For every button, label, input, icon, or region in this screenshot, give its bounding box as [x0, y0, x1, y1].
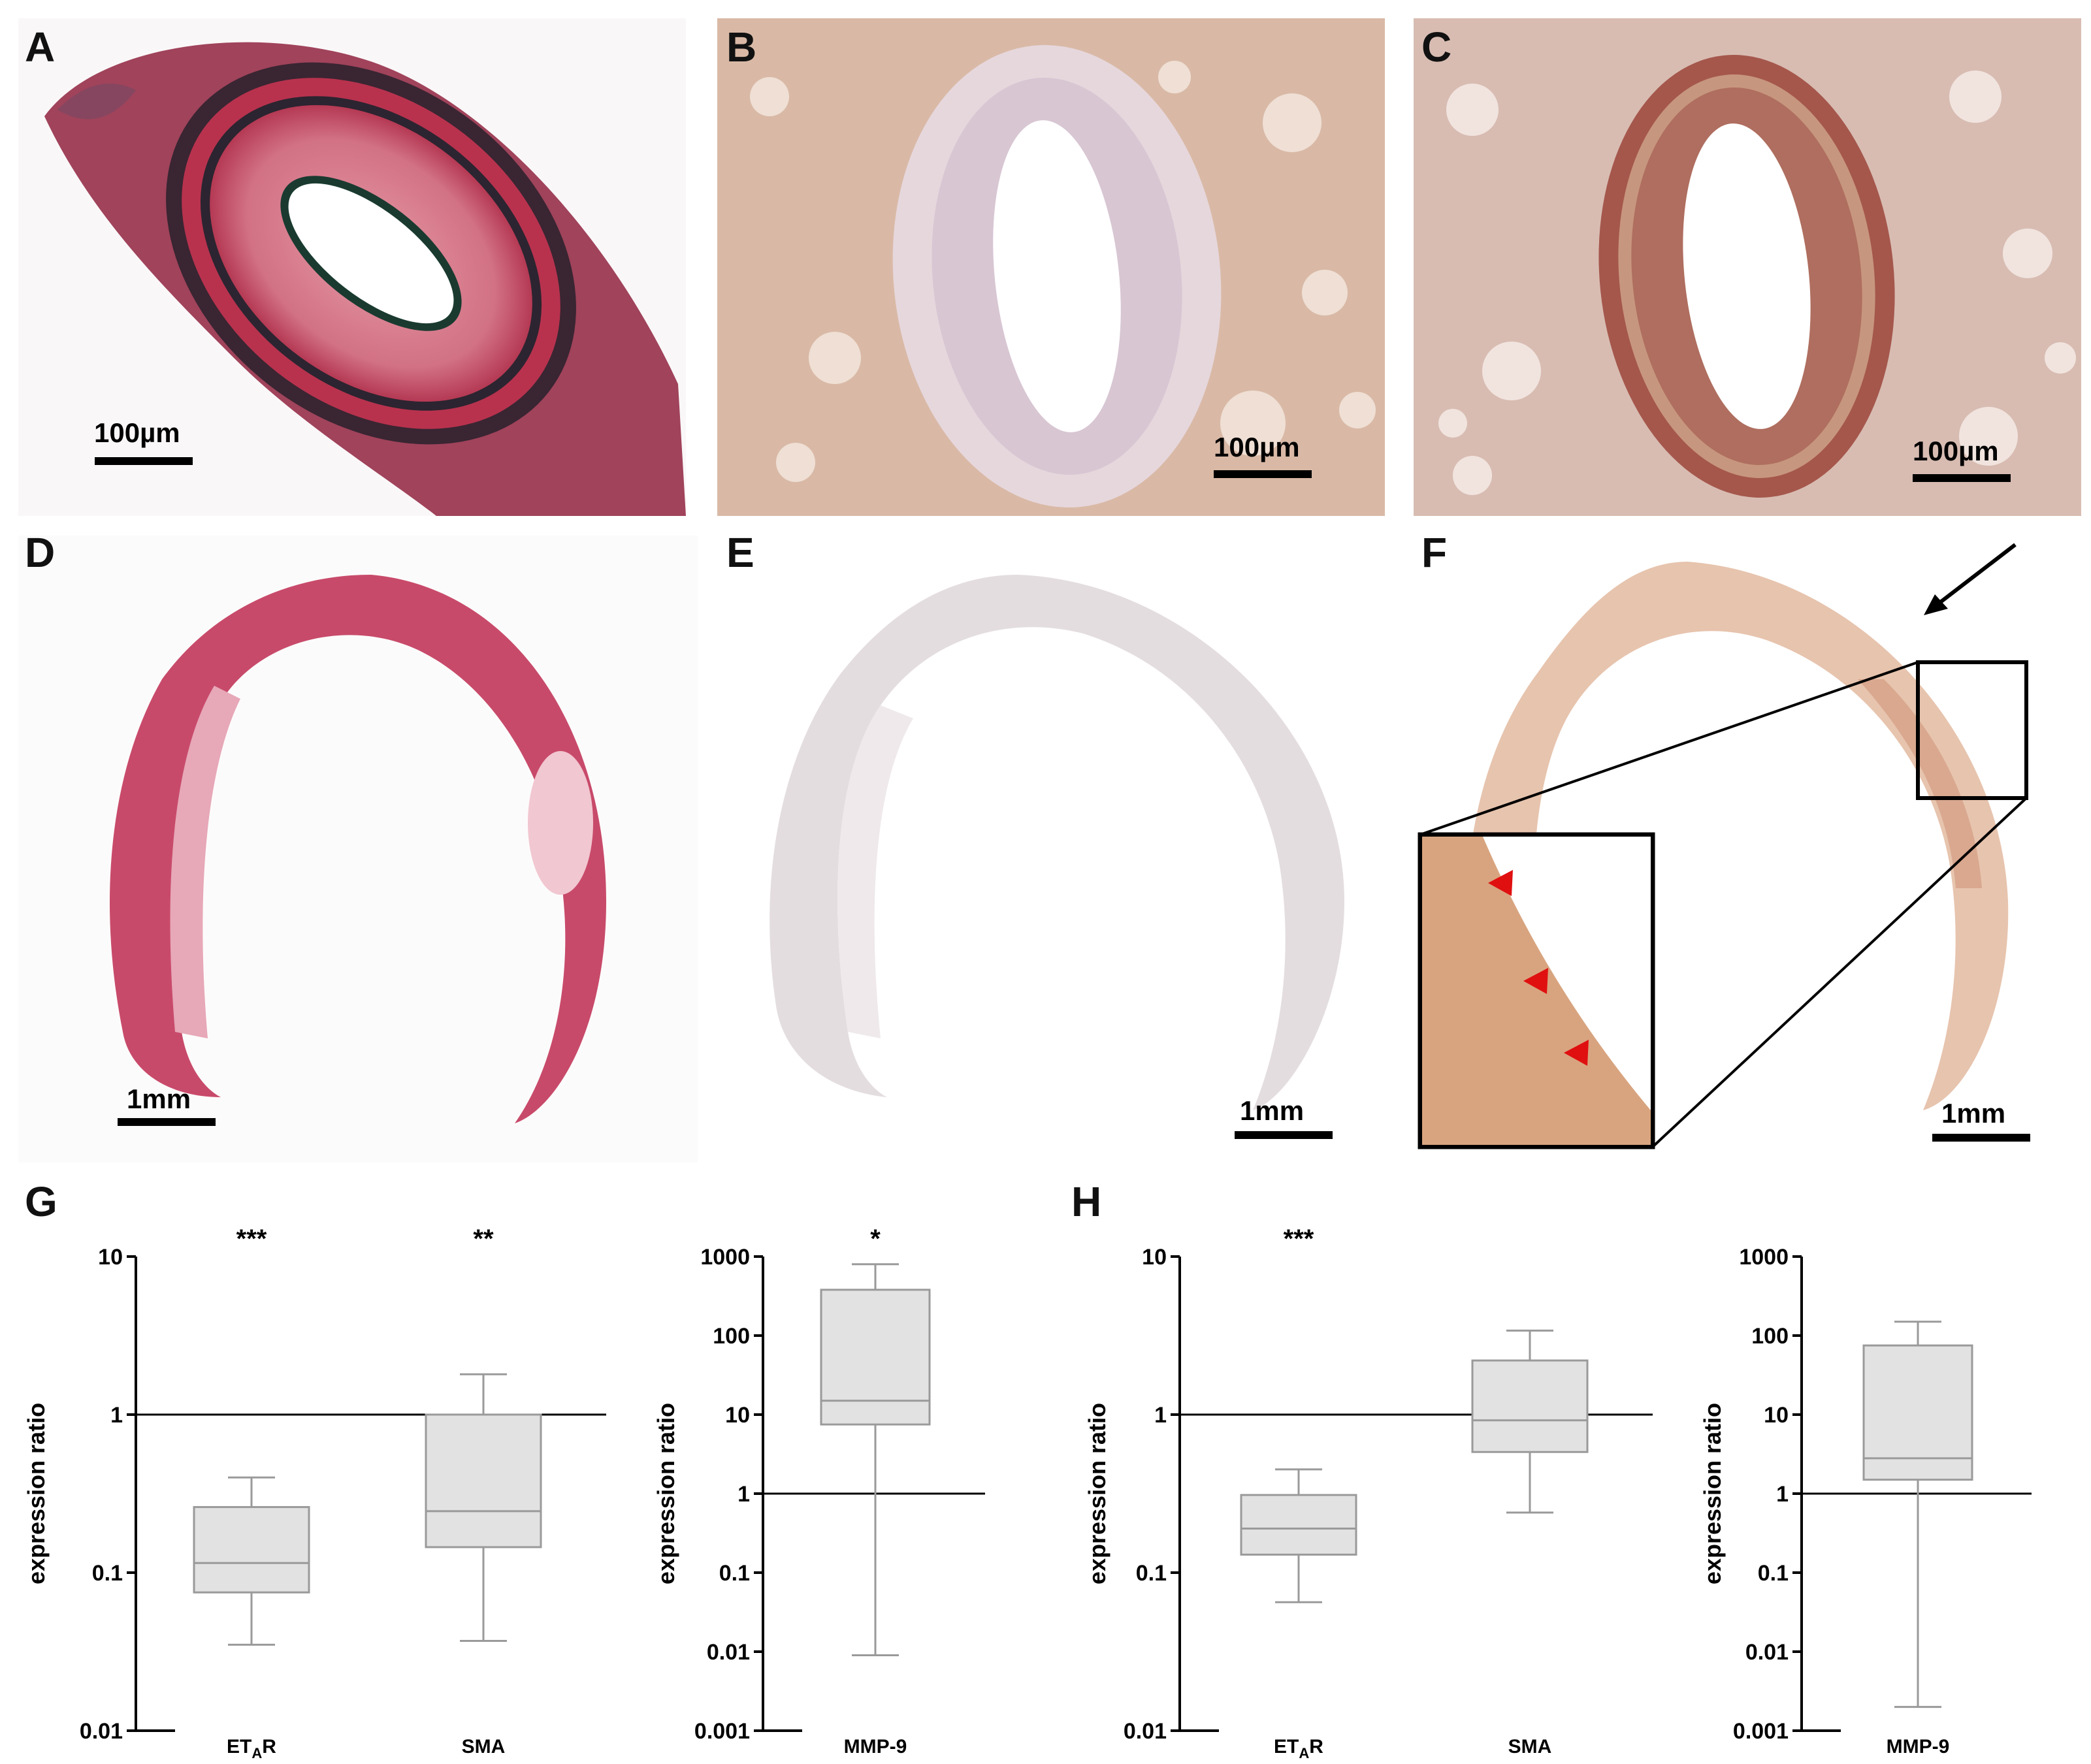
panel-letter: D [25, 529, 56, 576]
y-tick-label: 1 [110, 1403, 123, 1428]
arrow-head-icon [1924, 594, 1948, 615]
category-label: ETAR [1274, 1736, 1323, 1761]
y-tick-label: 1000 [1739, 1245, 1789, 1270]
y-tick-label: 1 [738, 1482, 750, 1507]
y-tick-label: 10 [98, 1245, 123, 1270]
artery-cross-section-positive-stain [1414, 18, 2081, 516]
panel-d-section [18, 536, 698, 1163]
y-tick-label: 1000 [700, 1245, 750, 1270]
red-arrowhead-icon [1523, 968, 1548, 994]
y-axis-label: expression ratio [1084, 1403, 1110, 1584]
zoom-source-box [1916, 660, 2028, 800]
expression-ratio-charts: 0.01 0.1 1 10 expression ratio ETAR *** SMA ** 0.… [23, 1225, 2032, 1761]
panel-letter: E [726, 529, 754, 576]
panel-letter: G [25, 1178, 57, 1225]
scale-bar [95, 457, 193, 465]
panel-letter: A [25, 24, 56, 71]
y-tick-label: 100 [1751, 1324, 1789, 1349]
scale-bar [1235, 1131, 1333, 1139]
panel-letter: F [1421, 529, 1448, 576]
box [1862, 1344, 1973, 1481]
y-tick-label: 100 [713, 1324, 750, 1349]
panel-b: B 100µm [705, 0, 1398, 522]
category-label: SMA [1508, 1736, 1552, 1757]
y-tick-label: 0.1 [1758, 1561, 1789, 1586]
scale-bar-label: 100µm [1913, 436, 1999, 466]
panel-c-micrograph [1414, 18, 2081, 516]
y-tick-label: 0.01 [707, 1640, 750, 1665]
y-tick-label: 0.001 [1733, 1719, 1789, 1744]
scale-bar-label: 1mm [127, 1083, 191, 1114]
box [820, 1289, 931, 1426]
panel-c: C 100µm [1404, 0, 2091, 522]
scale-bar [118, 1118, 216, 1126]
arrow-icon [1932, 543, 2017, 609]
scale-bar-label: 1mm [1941, 1098, 2006, 1129]
panel-letter: C [1421, 24, 1452, 71]
panel-f: F 1mm [1404, 522, 2091, 1163]
panel-a: A 100µm [0, 0, 692, 522]
y-axis-label: expression ratio [653, 1403, 679, 1584]
scale-bar-label: 100µm [94, 417, 180, 448]
y-tick-label: 10 [725, 1403, 750, 1428]
zoom-line [1651, 797, 2028, 1148]
y-tick-label: 0.001 [694, 1719, 750, 1744]
panel-letter: B [726, 24, 757, 71]
scale-bar-label: 100µm [1214, 432, 1300, 462]
scale-bar [1932, 1134, 2030, 1142]
box [1240, 1494, 1357, 1556]
y-axis-label: expression ratio [23, 1403, 50, 1584]
category-label: MMP-9 [1887, 1736, 1950, 1757]
box [1471, 1359, 1589, 1453]
y-tick-label: 1 [1154, 1403, 1167, 1428]
y-tick-label: 0.1 [92, 1561, 123, 1586]
scale-bar [1913, 474, 2011, 482]
box [425, 1413, 542, 1548]
vessel-section-he [18, 536, 698, 1163]
panel-b-micrograph [717, 18, 1385, 516]
significance-marker: *** [1284, 1225, 1314, 1253]
box [193, 1506, 310, 1594]
significance-marker: *** [236, 1225, 267, 1253]
category-label: MMP-9 [844, 1736, 907, 1757]
y-tick-label: 1 [1776, 1482, 1789, 1507]
panel-e: E 1mm [705, 522, 1398, 1163]
zoom-inset-tissue [1422, 837, 1651, 1145]
panel-d: D 1mm [0, 522, 705, 1163]
category-label: SMA [462, 1736, 506, 1757]
panel-letter: H [1071, 1178, 1102, 1225]
panel-a-micrograph [18, 18, 686, 516]
y-tick-label: 10 [1764, 1403, 1789, 1428]
panel-e-section [717, 536, 1385, 1163]
y-tick-label: 0.01 [1745, 1640, 1789, 1665]
red-arrowhead-icon [1564, 1040, 1589, 1066]
scale-bar-label: 1mm [1240, 1095, 1305, 1126]
category-label: ETAR [227, 1736, 276, 1761]
y-tick-label: 0.1 [719, 1561, 750, 1586]
y-tick-label: 0.01 [80, 1719, 123, 1744]
artery-cross-section-vg [18, 18, 686, 516]
y-tick-label: 0.01 [1124, 1719, 1167, 1744]
scale-bar [1214, 470, 1312, 478]
zoom-line [1419, 661, 1919, 836]
y-tick-label: 0.1 [1136, 1561, 1167, 1586]
vessel-section-negative-control [717, 536, 1385, 1163]
significance-marker: * [870, 1225, 881, 1253]
y-axis-label: expression ratio [1699, 1403, 1726, 1584]
panel-f-overlay [1418, 543, 2028, 1149]
red-arrowhead-icon [1488, 870, 1513, 896]
y-tick-label: 10 [1142, 1245, 1167, 1270]
artery-cross-section-negative-control [717, 18, 1385, 516]
zoom-inset-lumen [1483, 837, 1651, 1110]
significance-marker: ** [473, 1225, 494, 1253]
